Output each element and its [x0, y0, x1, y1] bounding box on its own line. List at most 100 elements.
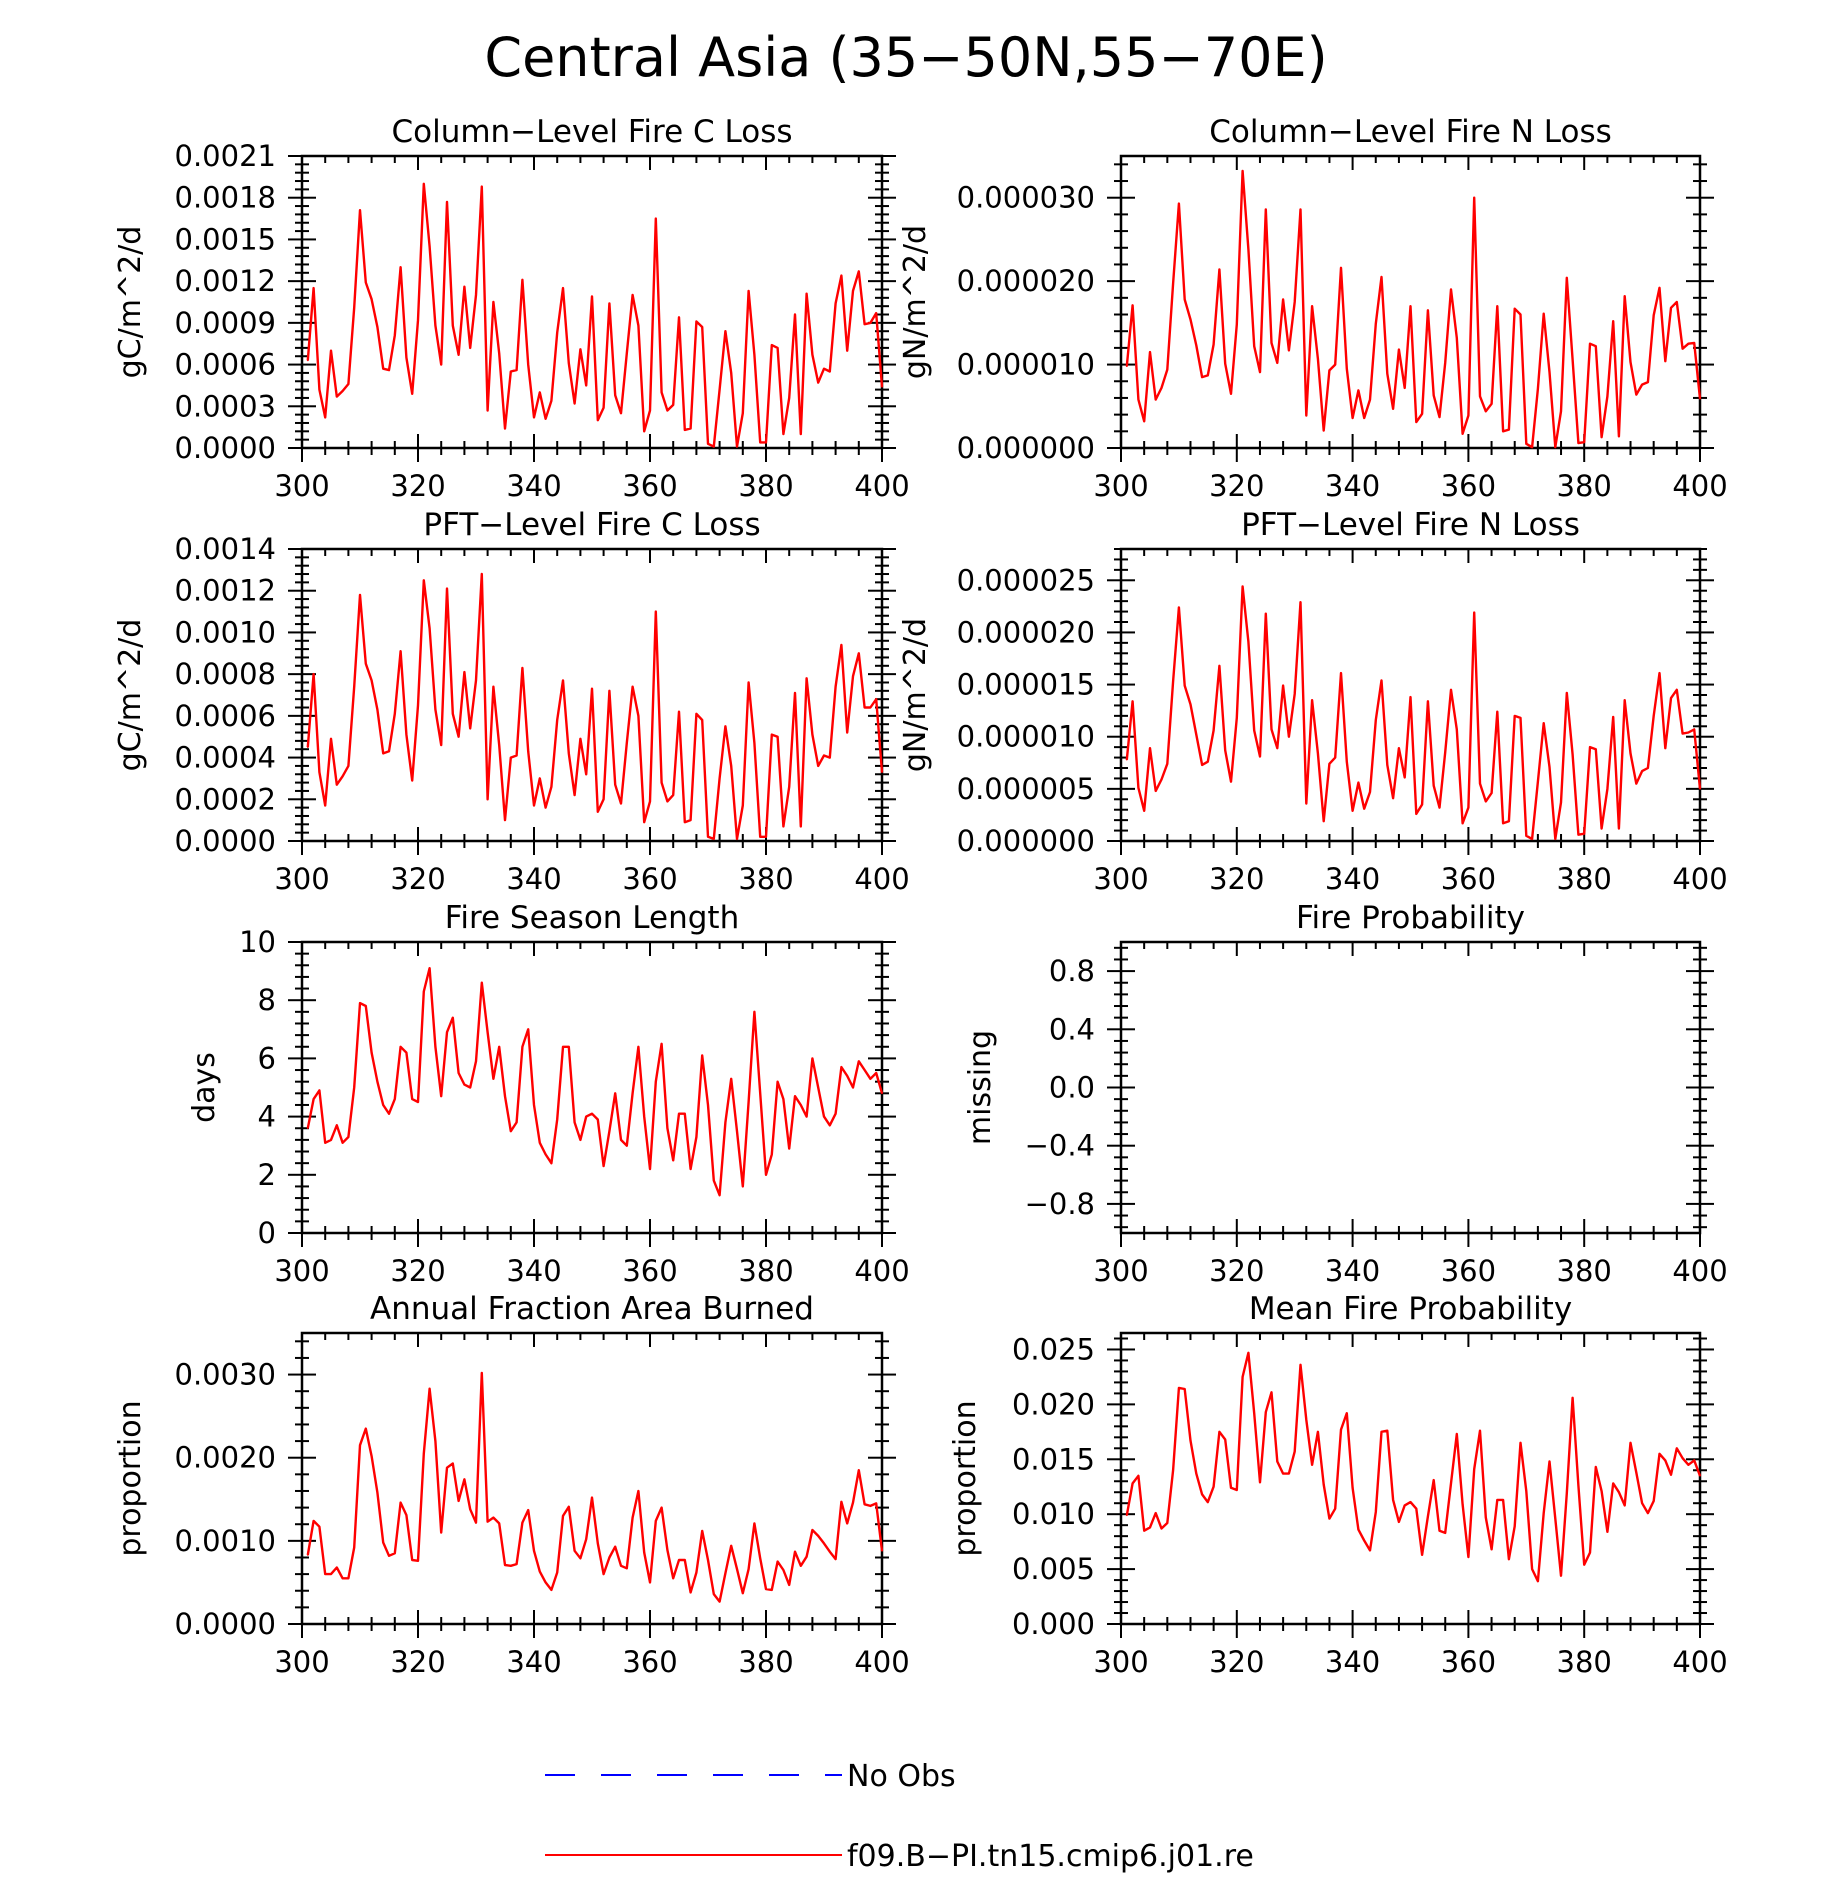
data-point — [1450, 688, 1452, 691]
data-point — [718, 1600, 721, 1603]
panel-title: Annual Fraction Area Burned — [370, 1291, 814, 1327]
data-point — [1519, 717, 1522, 719]
data-point — [336, 783, 338, 786]
data-point — [869, 1077, 872, 1080]
data-point — [1293, 301, 1296, 303]
data-point — [1398, 348, 1400, 351]
data-point — [1618, 435, 1620, 438]
panel-title: Fire Season Length — [445, 900, 739, 936]
data-point — [1241, 585, 1244, 588]
data-point — [1264, 208, 1267, 211]
data-point — [678, 710, 680, 713]
data-point — [568, 1045, 570, 1048]
data-point — [457, 354, 460, 356]
panel-title: Mean Fire Probability — [1249, 1291, 1572, 1327]
data-point — [1432, 394, 1435, 397]
data-point — [1699, 788, 1701, 790]
data-point — [382, 1104, 385, 1106]
data-point — [1461, 822, 1464, 825]
data-point — [533, 416, 535, 419]
data-point — [649, 1168, 651, 1170]
data-point — [1566, 1492, 1568, 1495]
data-point — [1444, 751, 1447, 754]
y-axis-label: proportion — [113, 1400, 148, 1556]
data-point — [614, 783, 616, 786]
x-tick-label: 340 — [1325, 469, 1380, 503]
data-point — [1594, 345, 1597, 348]
data-point — [1195, 733, 1198, 736]
x-tick-label: 360 — [1441, 862, 1496, 896]
data-point — [724, 1121, 727, 1124]
data-point — [1380, 1431, 1383, 1433]
x-tick-label: 360 — [622, 1254, 677, 1288]
data-point — [858, 652, 860, 655]
data-point — [388, 1112, 390, 1115]
x-tick-label: 300 — [1093, 1254, 1148, 1288]
data-point — [579, 348, 582, 351]
data-point — [486, 1031, 489, 1034]
y-tick-label: 0.0003 — [175, 389, 276, 423]
data-point — [405, 356, 408, 359]
data-point — [405, 1051, 408, 1054]
data-point — [1571, 358, 1574, 361]
data-point — [1658, 287, 1661, 289]
data-point — [881, 1092, 883, 1095]
y-tick-label: 0.000000 — [957, 431, 1095, 465]
data-point — [1212, 343, 1215, 346]
data-point — [626, 742, 628, 744]
data-point — [417, 319, 419, 321]
y-tick-label: 0.0021 — [175, 139, 276, 173]
data-point — [1276, 747, 1279, 749]
data-point — [730, 1077, 732, 1080]
data-point — [834, 302, 837, 305]
x-tick-label: 400 — [854, 862, 909, 896]
data-point — [510, 1565, 512, 1567]
data-point — [602, 798, 605, 801]
data-point — [504, 1095, 506, 1098]
data-point — [1513, 715, 1516, 717]
data-point — [869, 322, 872, 324]
data-point — [1392, 797, 1394, 800]
x-tick-label: 360 — [622, 862, 677, 896]
data-point — [713, 445, 715, 448]
data-point — [359, 594, 361, 596]
data-point — [1166, 763, 1169, 765]
data-point — [1456, 337, 1458, 339]
data-point — [707, 443, 709, 445]
y-tick-label: 0.000000 — [957, 824, 1095, 858]
data-point — [475, 294, 477, 296]
data-point — [788, 1584, 790, 1586]
y-tick-label: 0.8 — [1049, 954, 1095, 988]
data-point — [1363, 417, 1365, 419]
y-tick-label: 0.005 — [1012, 1552, 1095, 1586]
x-tick-label: 340 — [1325, 1645, 1380, 1679]
data-point — [486, 798, 489, 801]
data-point — [1409, 1501, 1412, 1503]
data-point — [620, 1565, 622, 1567]
data-point — [1264, 612, 1267, 615]
data-point — [1629, 361, 1632, 363]
data-point — [602, 1573, 605, 1575]
data-point — [1687, 342, 1690, 345]
data-point — [753, 354, 756, 356]
data-point — [1484, 800, 1487, 803]
data-point — [1166, 1522, 1169, 1524]
data-point — [579, 738, 582, 740]
data-point — [434, 1440, 437, 1442]
data-point — [504, 427, 506, 430]
data-point — [481, 1372, 483, 1374]
data-point — [1606, 1530, 1609, 1533]
y-tick-label: 0.0002 — [175, 782, 276, 816]
x-tick-label: 400 — [854, 1254, 909, 1288]
data-point — [718, 1194, 721, 1196]
y-tick-label: 0.0006 — [175, 348, 276, 382]
data-point — [1282, 684, 1284, 687]
data-point — [492, 301, 495, 303]
data-point — [776, 347, 779, 349]
data-point — [736, 1130, 738, 1132]
data-point — [736, 838, 738, 840]
data-point — [881, 386, 883, 388]
x-tick-label: 320 — [1209, 862, 1264, 896]
data-point — [573, 1550, 576, 1552]
data-point — [399, 1501, 402, 1504]
